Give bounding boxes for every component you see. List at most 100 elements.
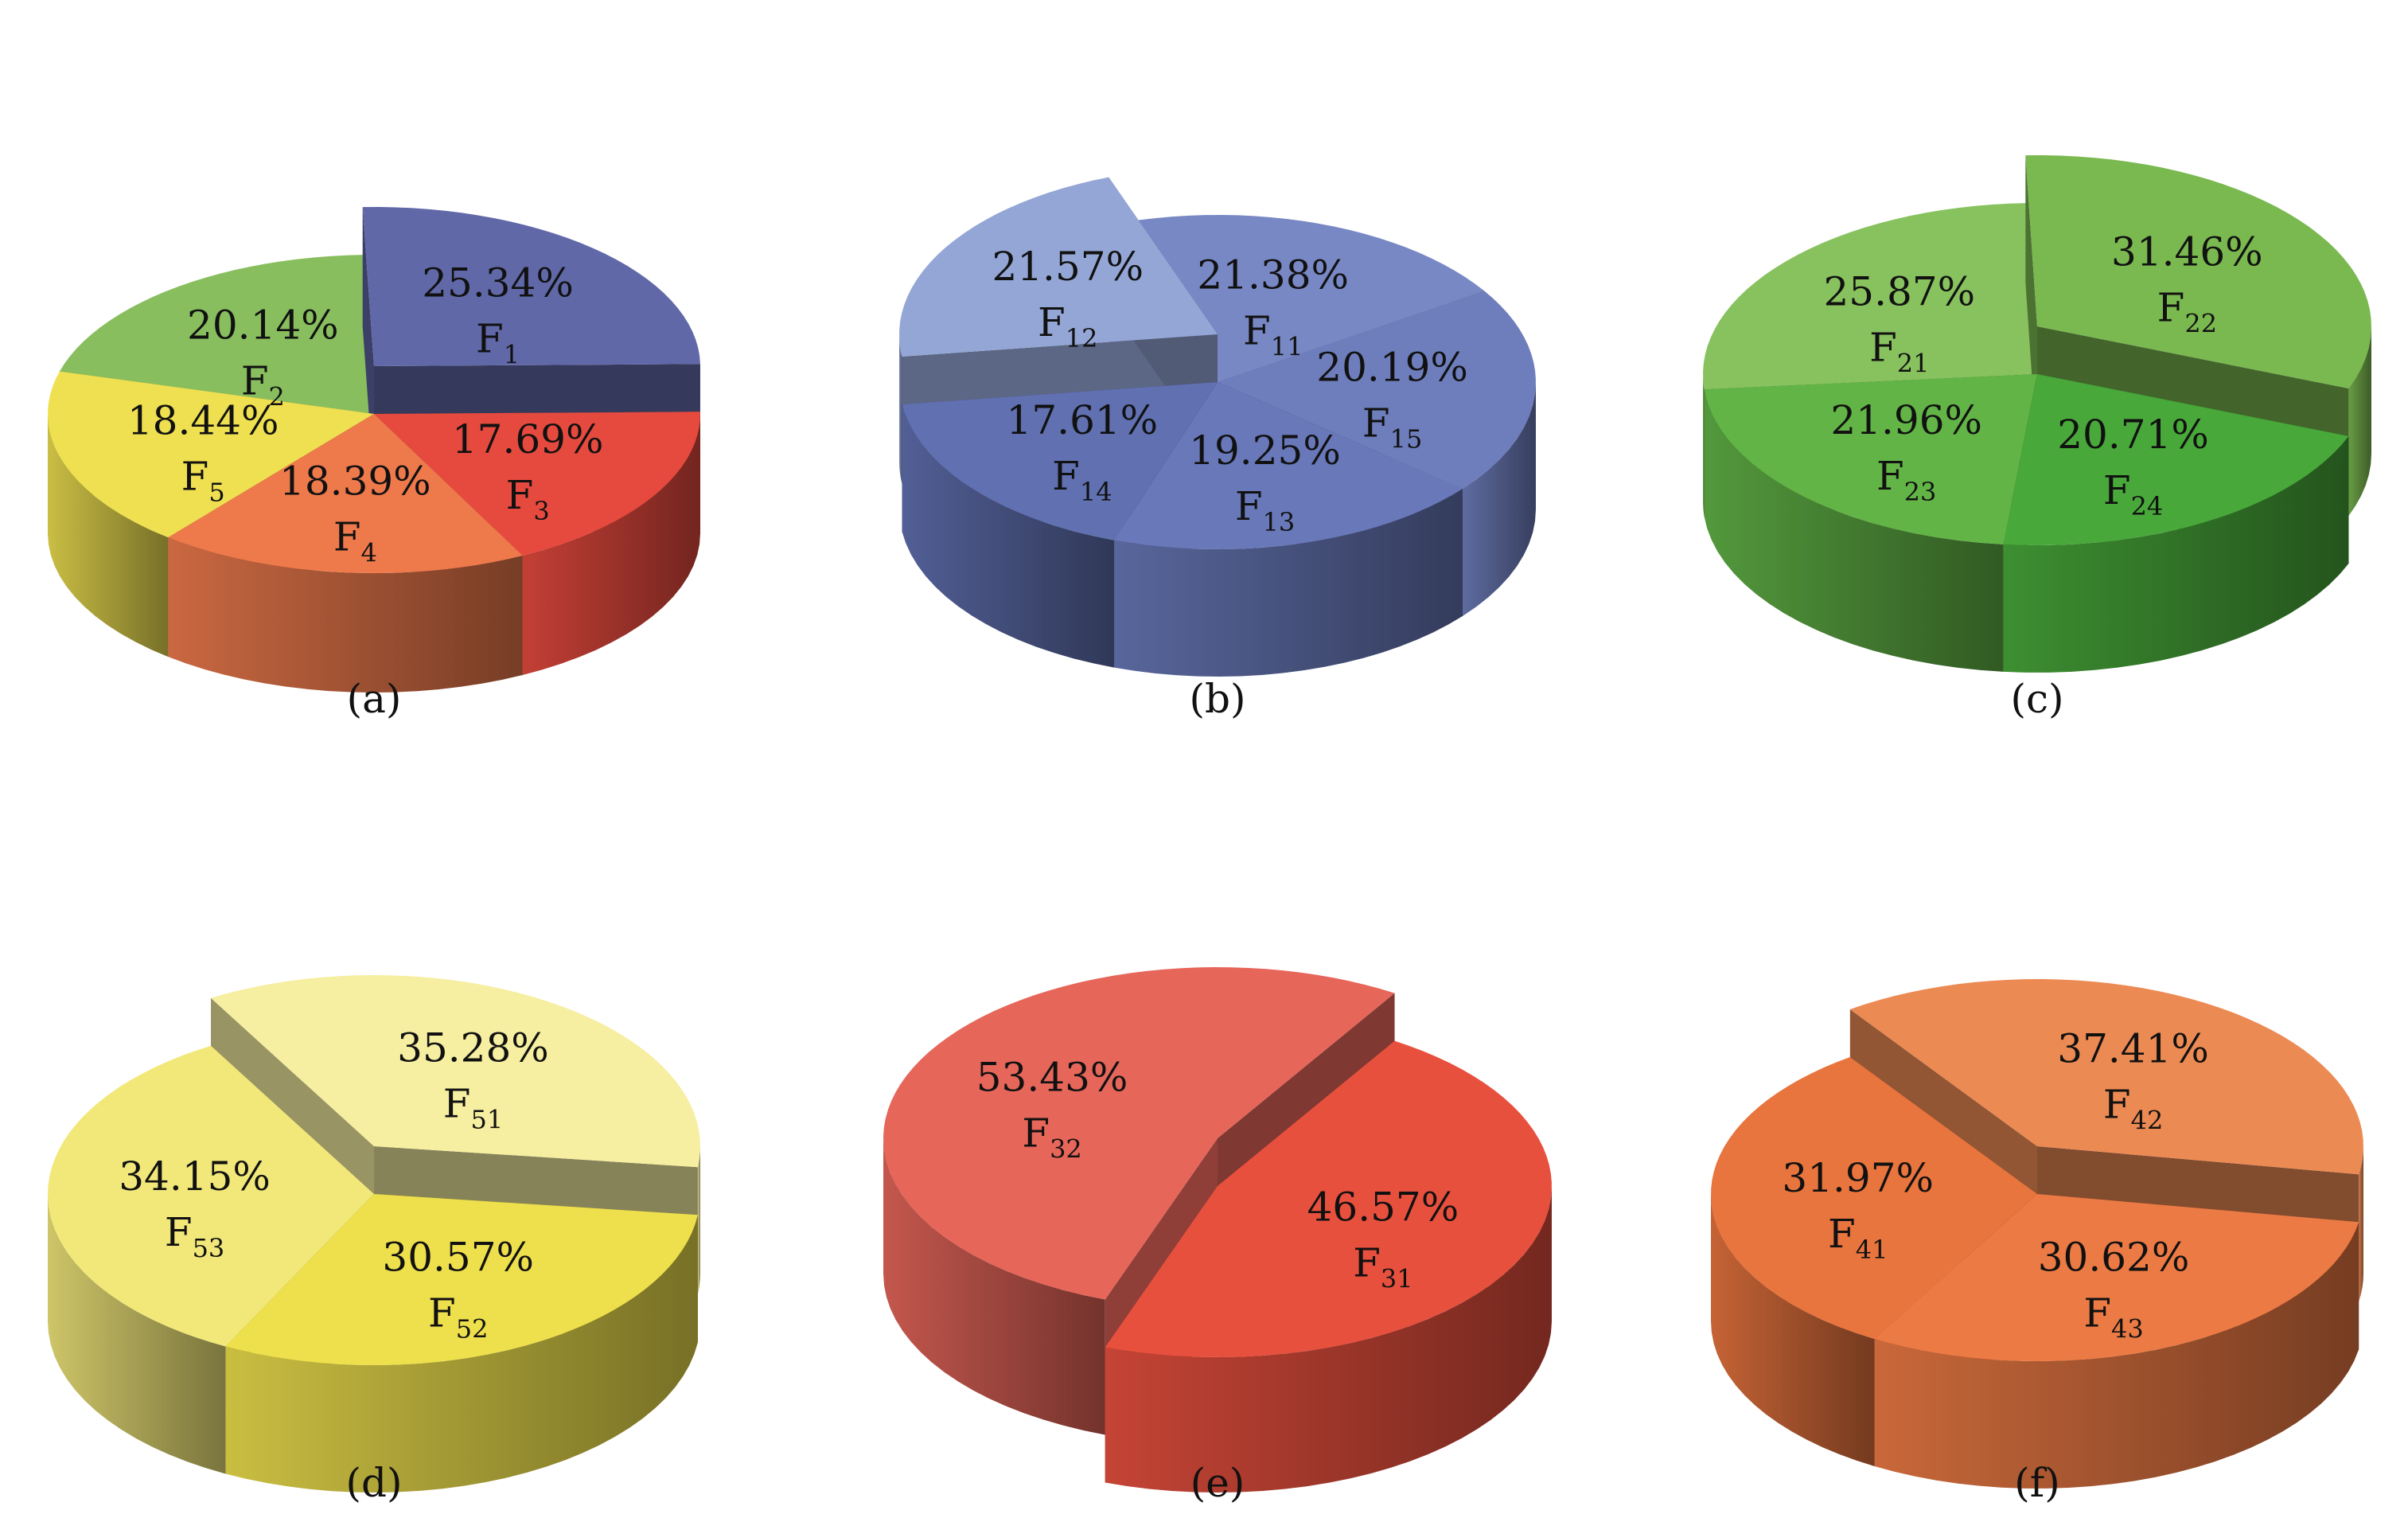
slice-top <box>168 414 523 573</box>
slice-percent-label: 30.62% <box>2038 1235 2190 1281</box>
slice-top <box>59 255 374 414</box>
slice-percent-label: 25.87% <box>1823 269 1975 315</box>
slice-name-label: F31 <box>1353 1240 1412 1294</box>
slice-name-label: F32 <box>1022 1110 1081 1164</box>
slice-outer-wall <box>2348 326 2371 516</box>
slice-top <box>2025 155 2371 388</box>
slice-outer-wall <box>168 537 523 693</box>
slice-percent-label: 19.25% <box>1189 427 1341 474</box>
slice-outer-wall <box>902 404 1115 668</box>
slice-percent-label: 25.34% <box>422 260 574 306</box>
slice-top <box>1703 203 2037 390</box>
panel-caption: (f) <box>2014 1460 2060 1506</box>
slice-name-label: F51 <box>443 1080 503 1134</box>
slice-name-label: F43 <box>2083 1290 2143 1344</box>
slice-percent-label: 20.19% <box>1316 345 1468 391</box>
slice-top <box>48 1045 374 1347</box>
slice-outer-wall <box>1462 382 1536 617</box>
slice-percent-label: 46.57% <box>1307 1184 1459 1231</box>
slice-name-label: F11 <box>1243 307 1303 361</box>
slice-outer-wall <box>522 414 700 676</box>
slice-percent-label: 31.46% <box>2111 229 2263 275</box>
slice-name-label: F23 <box>1876 453 1936 507</box>
slice-percent-label: 18.39% <box>279 458 431 504</box>
pie-panel-6: 37.41% F42 30.62% F43 31.97% F41 (f) <box>1711 979 2363 1506</box>
slice-name-label: F42 <box>2103 1081 2163 1135</box>
slice-percent-label: 20.14% <box>187 302 339 349</box>
slice-percent-label: 31.97% <box>1782 1155 1934 1201</box>
slice-percent-label: 17.69% <box>452 416 604 462</box>
slice-top <box>1105 1040 1552 1357</box>
slice-outer-wall <box>1711 1194 1875 1467</box>
slice-outer-wall <box>1105 1186 1552 1493</box>
slice-outer-wall <box>697 1146 700 1295</box>
slice-outer-wall <box>2359 1146 2363 1302</box>
slice-percent-label: 18.44% <box>127 397 279 443</box>
slice-name-label: F3 <box>506 472 550 526</box>
slice-percent-label: 21.38% <box>1197 252 1349 298</box>
slice-percent-label: 21.57% <box>992 244 1144 290</box>
slice-top <box>2003 374 2349 545</box>
slice-percent-label: 17.61% <box>1007 397 1159 443</box>
slice-name-label: F41 <box>1828 1211 1888 1265</box>
slice-outer-wall <box>899 334 902 484</box>
slice-percent-label: 30.57% <box>382 1234 534 1280</box>
slice-name-label: F14 <box>1052 453 1112 507</box>
slice-name-label: F2 <box>241 358 285 412</box>
pie-slice-F31 <box>1105 1040 1552 1493</box>
slice-outer-wall <box>1704 389 2004 672</box>
pie-slice-F13 <box>1114 382 1463 677</box>
slice-top <box>362 207 700 366</box>
slice-top <box>48 371 374 538</box>
pie-panel-5: 46.57% F31 53.43% F32 (e) <box>883 967 1552 1506</box>
slice-top <box>1704 374 2037 544</box>
slice-name-label: F24 <box>2103 467 2163 521</box>
slice-top <box>899 177 1218 357</box>
slice-top <box>1218 291 1536 490</box>
slice-percent-label: 21.96% <box>1830 397 1982 443</box>
pie-slice-F4 <box>168 414 523 693</box>
pie-panel-1: 25.34% F1 17.69% F3 18.39% F4 18.44% F5 20.14% F2… <box>48 207 700 722</box>
slice-top <box>1114 382 1463 549</box>
pie-panel-2: 21.38% F11 20.19% F15 19.25% F13 17.61% F14 21.5… <box>899 177 1536 722</box>
panel-caption: (d) <box>345 1460 402 1506</box>
panel-caption: (c) <box>2010 676 2063 722</box>
slice-outer-wall <box>48 414 169 658</box>
slice-top <box>1874 1194 2359 1361</box>
slice-name-label: F5 <box>181 453 225 507</box>
slice-outer-wall <box>1114 489 1463 677</box>
slice-name-label: F4 <box>333 513 377 568</box>
slice-top <box>211 975 700 1168</box>
slice-percent-label: 34.15% <box>119 1153 271 1200</box>
pie-slice-F43 <box>1874 1194 2359 1489</box>
slice-top <box>225 1194 698 1365</box>
slice-outer-wall <box>1874 1222 2359 1489</box>
slice-outer-wall <box>883 1138 1105 1435</box>
slice-top <box>374 412 700 556</box>
slice-outer-wall <box>2003 435 2349 673</box>
slice-outer-wall <box>48 1194 226 1474</box>
pie-slice-F24 <box>2003 374 2349 673</box>
slice-outer-wall <box>1703 374 1705 517</box>
slice-name-label: F13 <box>1235 483 1295 537</box>
slice-percent-label: 37.41% <box>2057 1025 2209 1071</box>
slice-name-label: F53 <box>165 1209 224 1263</box>
slice-top <box>902 382 1218 540</box>
pie-slice-F52 <box>225 1194 698 1493</box>
pie-panel-4: 35.28% F51 30.57% F52 34.15% F53 (d) <box>48 975 700 1506</box>
slice-name-label: F1 <box>476 315 520 369</box>
slice-percent-label: 35.28% <box>397 1024 549 1071</box>
slice-top <box>883 967 1395 1300</box>
slice-name-label: F21 <box>1869 325 1929 379</box>
slice-percent-label: 53.43% <box>976 1054 1128 1100</box>
slice-percent-label: 20.71% <box>2057 412 2209 458</box>
slice-top <box>1711 1056 2037 1340</box>
panel-caption: (b) <box>1189 676 1245 722</box>
slice-name-label: F15 <box>1362 400 1422 455</box>
slice-name-label: F22 <box>2157 285 2217 339</box>
slice-top <box>1849 979 2363 1175</box>
slice-name-label: F52 <box>428 1290 488 1344</box>
slice-outer-wall <box>225 1215 698 1493</box>
slice-name-label: F12 <box>1038 299 1097 353</box>
